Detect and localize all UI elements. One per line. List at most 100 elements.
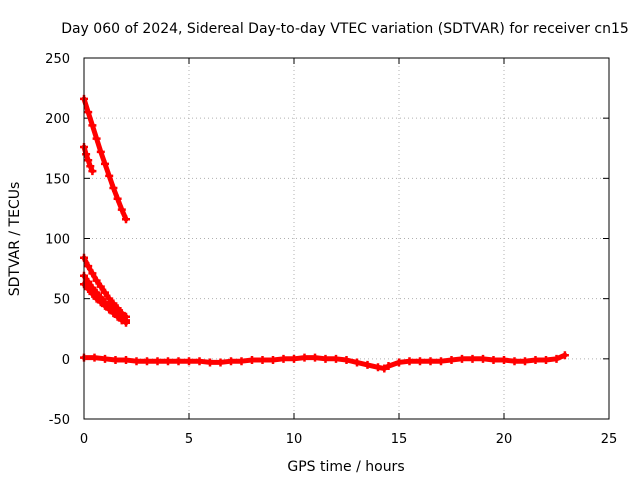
- y-tick-label: 250: [45, 52, 70, 67]
- data-point: [132, 357, 141, 366]
- x-tick-label: 0: [80, 432, 88, 447]
- data-point: [216, 358, 225, 367]
- data-point: [92, 276, 101, 285]
- data-point: [84, 156, 93, 165]
- data-point: [122, 356, 130, 365]
- x-tick-label: 25: [601, 432, 618, 447]
- data-point: [88, 121, 97, 130]
- grid-lines: [84, 58, 609, 419]
- data-point: [101, 288, 109, 297]
- data-point: [458, 354, 466, 363]
- data-point: [84, 285, 93, 294]
- data-point: [510, 357, 519, 366]
- data-point: [426, 357, 435, 366]
- data-point: [96, 147, 105, 156]
- data-point: [542, 356, 550, 365]
- data-point: [84, 277, 93, 286]
- chart-title: Day 060 of 2024, Sidereal Day-to-day VTE…: [61, 21, 629, 37]
- data-point: [342, 356, 351, 365]
- data-point: [105, 305, 114, 314]
- data-point: [489, 356, 498, 365]
- data-point: [122, 215, 130, 224]
- x-tick-label: 20: [496, 432, 513, 447]
- data-point: [122, 318, 130, 327]
- data-point: [96, 282, 105, 291]
- data-point: [86, 162, 95, 171]
- series-arc-2: [80, 143, 97, 176]
- data-point: [468, 354, 477, 363]
- data-point: [353, 358, 361, 367]
- data-point: [109, 183, 118, 192]
- axis-ticks: 0 5 10 15 20 25 -50 0 50 100 150 200 250: [45, 52, 617, 447]
- data-point: [479, 354, 487, 363]
- y-tick-label: 0: [62, 353, 70, 368]
- data-point: [321, 354, 330, 363]
- data-point: [416, 357, 424, 366]
- x-axis-title: GPS time / hours: [287, 459, 404, 475]
- plot-frame: [83, 57, 610, 420]
- data-point: [117, 316, 126, 325]
- data-point: [311, 353, 319, 362]
- data-point: [279, 354, 288, 363]
- x-tick-label: 15: [391, 432, 408, 447]
- data-point: [143, 357, 151, 366]
- x-tick-label: 5: [185, 432, 193, 447]
- data-point: [227, 357, 235, 366]
- data-point: [113, 194, 122, 203]
- data-point: [101, 159, 109, 168]
- series-arc-1: [80, 94, 130, 224]
- data-point: [447, 356, 456, 365]
- data-point: [237, 357, 246, 366]
- data-point: [290, 354, 298, 363]
- data-point: [552, 354, 561, 363]
- data-point: [405, 357, 414, 366]
- y-tick-label: 150: [45, 172, 70, 187]
- data-point: [363, 360, 372, 369]
- data-point: [88, 167, 97, 176]
- data-point: [248, 356, 256, 365]
- data-point: [300, 353, 309, 362]
- data-point: [521, 357, 529, 366]
- y-tick-label: -50: [49, 413, 70, 428]
- data-point: [185, 357, 193, 366]
- data-point: [105, 294, 114, 303]
- data-point: [174, 357, 183, 366]
- data-point: [164, 357, 172, 366]
- data-point: [84, 262, 93, 271]
- data-point: [113, 312, 122, 321]
- data-point: [195, 357, 204, 366]
- data-point: [96, 298, 105, 307]
- data-point: [88, 289, 97, 298]
- data-point: [332, 354, 340, 363]
- data-point: [560, 351, 569, 360]
- data-series: [80, 94, 569, 373]
- data-point: [82, 150, 91, 159]
- data-point: [500, 356, 508, 365]
- data-point: [258, 356, 267, 365]
- data-point: [384, 362, 393, 371]
- data-point: [153, 357, 162, 366]
- data-point: [101, 301, 109, 310]
- data-point: [84, 108, 93, 117]
- x-tick-label: 10: [286, 432, 303, 447]
- y-tick-label: 200: [45, 112, 70, 127]
- data-point: [109, 309, 118, 318]
- data-point: [206, 358, 214, 367]
- data-point: [117, 205, 126, 214]
- data-point: [92, 134, 101, 143]
- data-point: [437, 357, 445, 366]
- data-point: [101, 354, 109, 363]
- y-tick-label: 50: [53, 293, 70, 308]
- data-point: [111, 356, 120, 365]
- series-baseline: [80, 351, 569, 373]
- data-point: [269, 356, 277, 365]
- y-axis-title: SDTVAR / TECUs: [7, 182, 23, 297]
- data-point: [380, 364, 389, 373]
- data-point: [92, 294, 101, 303]
- data-point: [395, 358, 403, 367]
- data-point: [105, 171, 114, 180]
- data-point: [90, 353, 99, 362]
- y-tick-label: 100: [45, 233, 70, 248]
- data-point: [531, 356, 540, 365]
